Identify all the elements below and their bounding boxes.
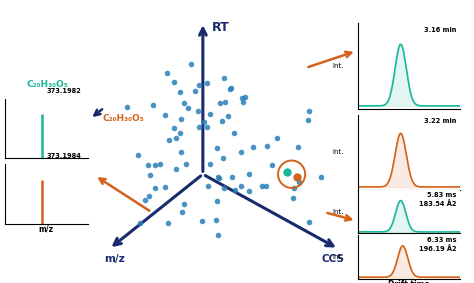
- Point: [245, 188, 253, 193]
- Point: [245, 172, 253, 177]
- Point: [170, 125, 178, 130]
- Point: [194, 109, 202, 113]
- Text: 5.83 ms
183.54 Å2: 5.83 ms 183.54 Å2: [419, 192, 457, 207]
- Point: [220, 185, 228, 190]
- Point: [206, 162, 213, 166]
- Point: [149, 103, 157, 107]
- Point: [228, 175, 236, 179]
- Text: 373.1982: 373.1982: [46, 88, 81, 94]
- Point: [146, 193, 153, 198]
- Point: [216, 101, 223, 106]
- Point: [263, 184, 270, 188]
- Point: [201, 119, 208, 124]
- Text: m/z: m/z: [104, 254, 125, 264]
- Text: 3.16 min: 3.16 min: [424, 27, 457, 33]
- Point: [219, 119, 226, 124]
- Text: Int.: Int.: [332, 149, 344, 155]
- Point: [177, 150, 184, 154]
- Point: [123, 104, 130, 109]
- Point: [224, 114, 231, 119]
- Point: [135, 153, 142, 157]
- Point: [182, 161, 190, 166]
- Point: [176, 130, 183, 135]
- Point: [136, 221, 144, 225]
- Text: Int.: Int.: [332, 254, 344, 260]
- X-axis label: Drift time: Drift time: [388, 280, 430, 283]
- Point: [176, 90, 183, 94]
- Point: [221, 100, 229, 105]
- Point: [295, 179, 303, 184]
- Point: [220, 76, 228, 80]
- Point: [226, 87, 234, 92]
- Point: [227, 85, 234, 90]
- Point: [237, 150, 245, 155]
- Point: [184, 106, 191, 110]
- Point: [212, 218, 220, 222]
- Point: [215, 175, 222, 180]
- Point: [219, 156, 227, 161]
- Point: [290, 196, 297, 200]
- Text: CCS: CCS: [321, 254, 344, 264]
- Point: [305, 220, 313, 224]
- Point: [191, 89, 199, 93]
- Point: [214, 233, 222, 237]
- Text: C₂₀H₃₀O₅: C₂₀H₃₀O₅: [27, 80, 68, 89]
- Point: [165, 138, 173, 142]
- Point: [180, 101, 188, 105]
- Point: [196, 82, 203, 87]
- Point: [198, 218, 206, 223]
- Point: [146, 172, 154, 177]
- Point: [258, 183, 265, 188]
- Point: [151, 163, 159, 168]
- Point: [195, 125, 203, 129]
- Point: [305, 109, 313, 113]
- Point: [238, 96, 246, 101]
- Point: [178, 210, 186, 214]
- Point: [231, 188, 238, 192]
- Point: [231, 131, 238, 135]
- Text: 6.33 ms
196.19 Å2: 6.33 ms 196.19 Å2: [419, 237, 457, 252]
- Point: [263, 143, 271, 148]
- Point: [177, 116, 185, 121]
- Text: Int.: Int.: [332, 209, 344, 215]
- Text: 3.22 min: 3.22 min: [424, 118, 457, 124]
- Point: [214, 145, 221, 150]
- Point: [152, 186, 159, 190]
- Point: [173, 136, 180, 141]
- Point: [172, 167, 180, 171]
- Point: [164, 221, 172, 225]
- Text: RT: RT: [211, 21, 229, 34]
- X-axis label: m/z: m/z: [39, 225, 54, 234]
- Point: [144, 163, 152, 168]
- Point: [188, 62, 195, 66]
- Point: [180, 201, 188, 206]
- Point: [207, 112, 214, 116]
- Point: [204, 125, 211, 129]
- Point: [163, 70, 171, 75]
- Text: 373.1984: 373.1984: [46, 153, 81, 159]
- Point: [204, 184, 211, 188]
- Point: [290, 185, 298, 190]
- Point: [213, 199, 220, 203]
- Point: [239, 100, 247, 104]
- Point: [268, 163, 276, 168]
- Text: Int.: Int.: [332, 63, 344, 69]
- Point: [249, 145, 257, 149]
- X-axis label: RT: RT: [403, 191, 414, 200]
- Point: [203, 81, 211, 85]
- Point: [317, 175, 324, 179]
- Point: [162, 184, 169, 189]
- Point: [304, 117, 312, 122]
- Text: C₂₀H₃₀O₅: C₂₀H₃₀O₅: [102, 114, 144, 123]
- Point: [141, 198, 148, 202]
- Point: [295, 145, 302, 150]
- Point: [241, 94, 249, 99]
- Point: [170, 80, 178, 84]
- Point: [237, 184, 245, 188]
- Point: [273, 136, 281, 140]
- Point: [156, 162, 164, 167]
- Point: [215, 176, 223, 181]
- Point: [162, 113, 169, 117]
